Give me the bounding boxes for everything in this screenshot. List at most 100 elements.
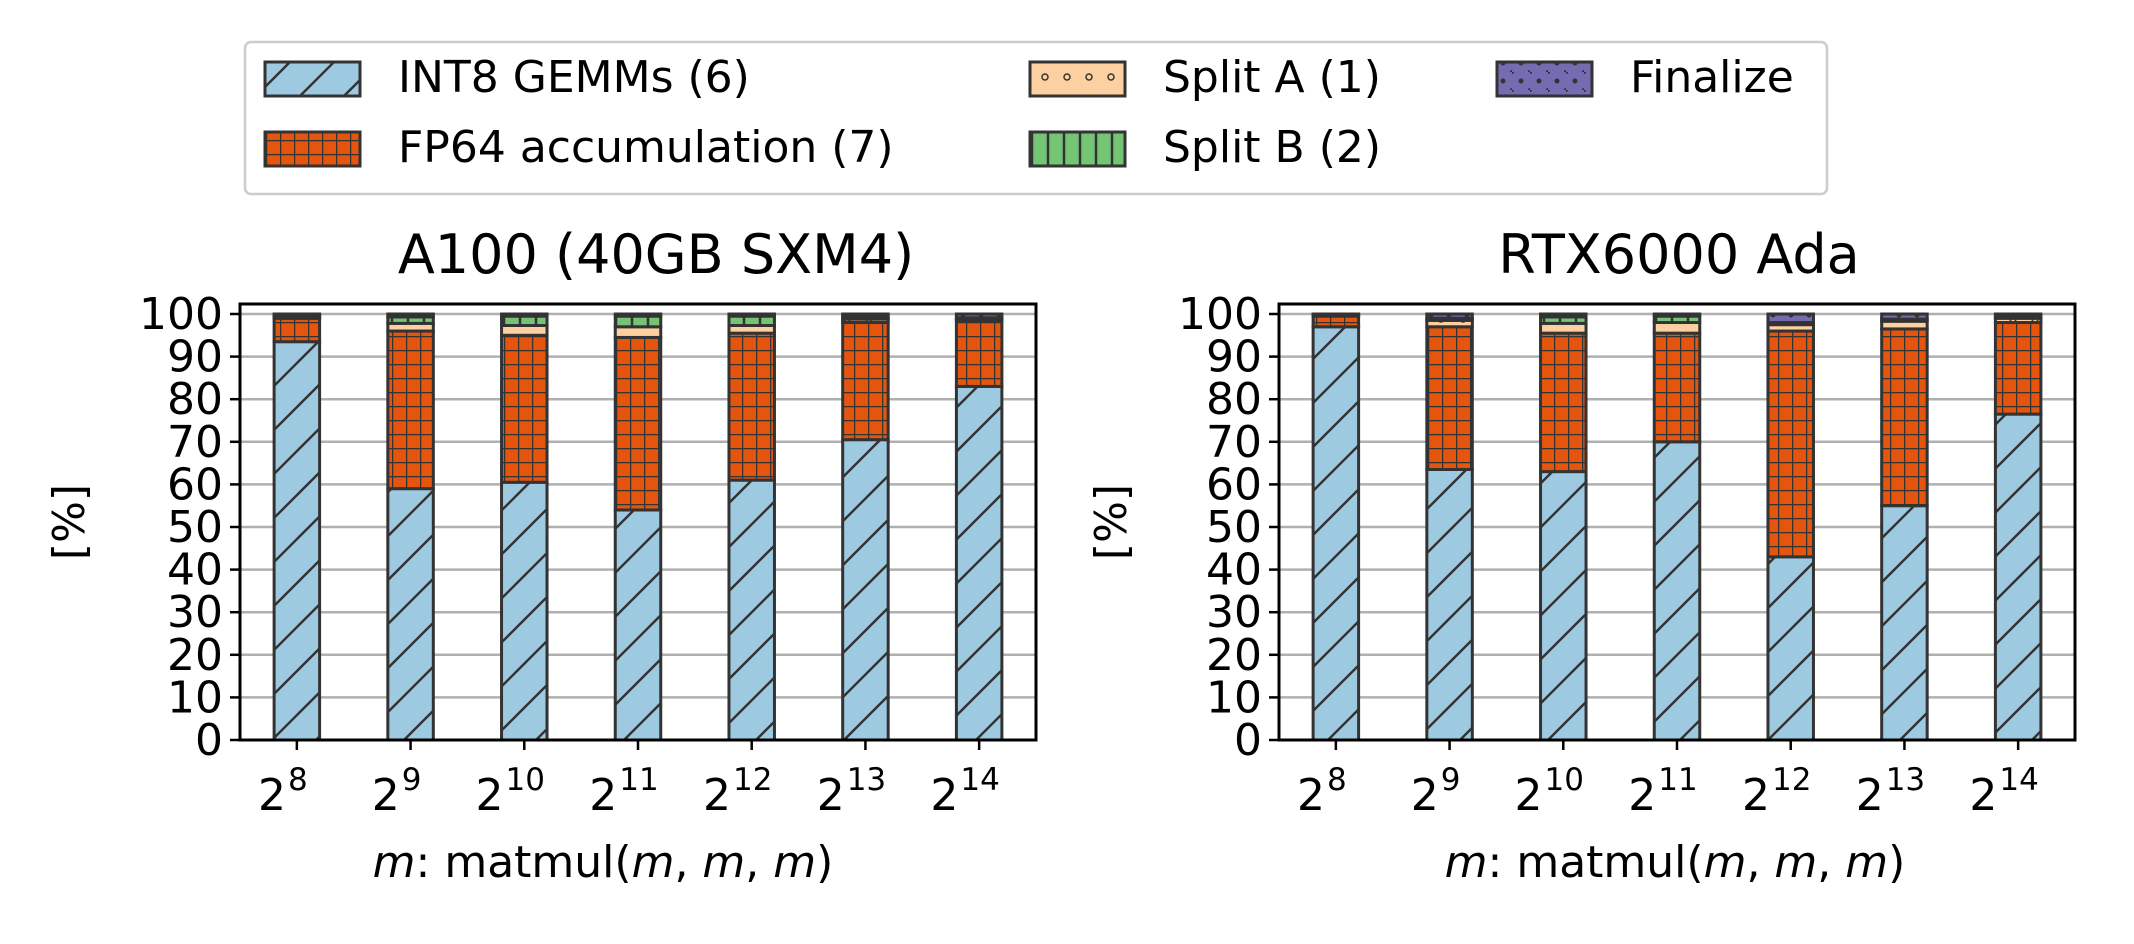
panel-title: A100 (40GB SXM4) (398, 223, 914, 286)
y-tick-label: 60 (1206, 459, 1262, 510)
bar-segment-split-a-1 (613, 325, 663, 339)
legend-label: Split B (2) (1163, 122, 1381, 173)
y-tick-label: 30 (1206, 587, 1262, 638)
bar-segment-fp64-accumulation-7 (1539, 331, 1588, 474)
bar-segment-fp64-accumulation-7 (1766, 329, 1815, 559)
bar-segment-int8-gemms-6 (1880, 504, 1929, 742)
y-tick-label: 80 (1206, 374, 1262, 425)
axes-frame (238, 302, 1038, 742)
axes-frame (1277, 302, 2077, 742)
bar-segment-int8-gemms-6 (1652, 440, 1702, 742)
legend-item-fp64-accumulation-7: FP64 accumulation (7) (263, 122, 894, 173)
y-tick-label: 40 (1206, 545, 1262, 596)
bar-segment-fp64-accumulation-7 (841, 321, 890, 442)
legend-label: INT8 GEMMs (6) (398, 52, 750, 103)
y-tick-label: 50 (167, 502, 223, 553)
legend-item-int8-gemms-6: INT8 GEMMs (6) (263, 52, 750, 103)
y-tick-label: 50 (1206, 502, 1262, 553)
y-axis-label: [%] (44, 484, 95, 560)
bar-segment-finalize (1880, 312, 1929, 321)
bar-segment-finalize (1766, 312, 1815, 325)
legend-item-finalize: Finalize (1495, 52, 1794, 103)
y-tick-label: 90 (1206, 332, 1262, 383)
bar-segment-finalize (386, 312, 435, 319)
bar-segment-finalize (841, 312, 890, 319)
bar-segment-int8-gemms-6 (1311, 325, 1361, 742)
legend-swatch (1028, 130, 1127, 168)
y-tick-label: 20 (167, 630, 223, 681)
bar-segment-fp64-accumulation-7 (386, 329, 435, 491)
x-tick-label: 211 (589, 762, 658, 821)
y-tick-label: 20 (1206, 630, 1262, 681)
x-tick-label: 29 (372, 762, 422, 821)
x-tick-label: 214 (1969, 762, 2038, 821)
panel-title: RTX6000 Ada (1498, 223, 1860, 286)
x-tick-label: 28 (1297, 762, 1347, 821)
bar-segment-finalize (1993, 312, 2043, 319)
bar-segment-split-a-1 (1652, 321, 1702, 335)
bar-segment-fp64-accumulation-7 (954, 318, 1004, 388)
x-tick-label: 212 (1742, 762, 1811, 821)
y-tick-label: 100 (1178, 289, 1262, 340)
bar-segment-fp64-accumulation-7 (500, 333, 549, 484)
legend-swatch (263, 130, 362, 168)
bar-segment-finalize (1652, 312, 1702, 318)
y-tick-label: 40 (167, 545, 223, 596)
bar-segment-int8-gemms-6 (841, 438, 890, 742)
legend-label: Split A (1) (1163, 52, 1381, 103)
x-axis-label: m: matmul(m, m, m) (1445, 837, 1906, 888)
legend: INT8 GEMMs (6) FP64 accumulation (7) Split… (243, 40, 1829, 196)
y-tick-label: 90 (167, 332, 223, 383)
x-tick-label: 214 (930, 762, 999, 821)
bar-segment-finalize (500, 312, 549, 318)
bar-segment-int8-gemms-6 (386, 487, 435, 742)
bar-segment-int8-gemms-6 (272, 340, 322, 742)
x-tick-label: 213 (817, 762, 886, 821)
bar-segment-int8-gemms-6 (613, 508, 663, 742)
legend-label: FP64 accumulation (7) (398, 122, 894, 173)
legend-item-split-a-1: Split A (1) (1028, 52, 1381, 103)
legend-frame (243, 40, 1829, 196)
y-tick-label: 0 (195, 715, 223, 766)
y-tick-label: 10 (167, 672, 223, 723)
bar-segment-fp64-accumulation-7 (1993, 321, 2043, 416)
x-tick-label: 211 (1628, 762, 1697, 821)
bar-segment-fp64-accumulation-7 (1425, 325, 1474, 471)
bar-segment-fp64-accumulation-7 (1880, 327, 1929, 508)
bar-segment-finalize (954, 312, 1004, 320)
bar-segment-fp64-accumulation-7 (1311, 314, 1361, 329)
bar-segment-int8-gemms-6 (1993, 412, 2043, 742)
y-tick-label: 80 (167, 374, 223, 425)
legend-swatch (263, 60, 362, 98)
bar-segment-int8-gemms-6 (1539, 470, 1588, 742)
y-tick-label: 10 (1206, 672, 1262, 723)
y-tick-label: 30 (167, 587, 223, 638)
bar-segment-finalize (1425, 312, 1474, 320)
x-tick-label: 28 (258, 762, 308, 821)
bar-segment-split-b-2 (613, 314, 663, 329)
bar-segment-fp64-accumulation-7 (272, 316, 322, 344)
x-tick-label: 212 (703, 762, 772, 821)
bar-segment-finalize (1311, 312, 1361, 317)
y-tick-label: 100 (139, 289, 223, 340)
y-tick-label: 60 (167, 459, 223, 510)
x-tick-label: 29 (1411, 762, 1461, 821)
y-tick-label: 0 (1234, 715, 1262, 766)
legend-label: Finalize (1630, 52, 1794, 103)
y-tick-label: 70 (1206, 417, 1262, 468)
x-tick-label: 213 (1856, 762, 1925, 821)
bar-segment-int8-gemms-6 (1425, 467, 1474, 742)
y-axis-label: [%] (1086, 484, 1137, 560)
bar-segment-int8-gemms-6 (1766, 555, 1815, 742)
legend-swatch (1028, 60, 1127, 98)
legend-item-split-b-2: Split B (2) (1028, 122, 1381, 173)
x-tick-label: 210 (1515, 762, 1584, 821)
bar-segment-int8-gemms-6 (954, 384, 1004, 742)
bar-segment-finalize (727, 312, 776, 318)
bar-segment-int8-gemms-6 (500, 480, 549, 742)
bar-segment-finalize (272, 312, 322, 317)
bar-segment-finalize (613, 312, 663, 318)
